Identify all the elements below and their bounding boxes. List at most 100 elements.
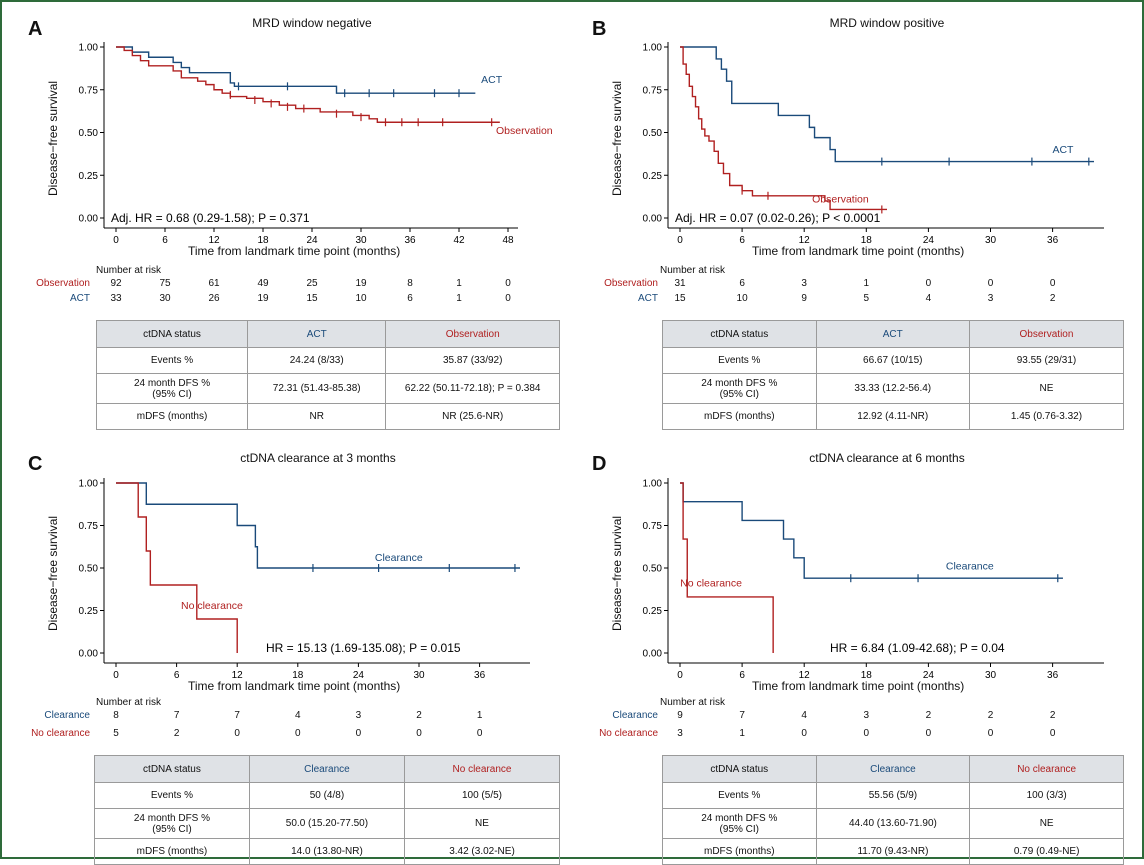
x-tick-label: 18 xyxy=(861,235,873,246)
risk-count: 1 xyxy=(456,293,462,304)
risk-count: 0 xyxy=(987,728,994,739)
risk-count: 49 xyxy=(257,278,269,289)
table-row: Events % 24.24 (8/33) 35.87 (33/92) xyxy=(95,347,560,374)
table-row: Events % 50 (4/8) 100 (5/5) xyxy=(94,782,561,809)
table-header-row: ctDNA status Clearance No clearance xyxy=(94,755,561,783)
y-tick-label: 0.00 xyxy=(79,649,99,660)
table-cell-col2: 62.22 (50.11-72.18); P = 0.384 xyxy=(385,373,560,404)
risk-count: 0 xyxy=(863,728,870,739)
table-row-label: mDFS (months) xyxy=(662,403,817,430)
table-row-label: mDFS (months) xyxy=(95,403,249,430)
risk-count: 0 xyxy=(295,728,301,739)
risk-count: 8 xyxy=(113,710,119,721)
x-tick-label: 0 xyxy=(113,235,119,246)
table-header-col1: ACT xyxy=(815,320,970,348)
x-tick-label: 6 xyxy=(162,235,168,246)
km-curve-act xyxy=(680,46,1094,163)
x-axis-label: Time from landmark time point (months) xyxy=(752,244,965,258)
x-tick-label: 30 xyxy=(985,235,997,246)
risk-count: 75 xyxy=(159,278,171,289)
risk-count: 92 xyxy=(110,278,122,289)
km-curve-clearance xyxy=(680,482,1063,579)
table-header-col2: Observation xyxy=(385,320,560,348)
risk-count: 19 xyxy=(257,293,269,304)
table-row: mDFS (months) 14.0 (13.80-NR) 3.42 (3.02-N… xyxy=(94,838,561,865)
risk-count: 19 xyxy=(355,278,367,289)
y-tick-label: 1.00 xyxy=(79,43,99,54)
x-tick-label: 18 xyxy=(292,670,304,681)
risk-count: 26 xyxy=(208,293,220,304)
table-row: 24 month DFS % (95% CI) 33.33 (12.2-56.4)… xyxy=(662,373,1125,404)
x-tick-label: 12 xyxy=(799,235,811,246)
panel-letter: C xyxy=(28,453,43,475)
risk-header: Number at risk xyxy=(660,265,726,276)
panel-a: A MRD window negative Disease−free surviva… xyxy=(0,0,560,430)
risk-count: 0 xyxy=(505,293,511,304)
km-plot: 0.00 0.25 0.50 0.75 1.00 0 6 12 18 24 30 36 Clearanc… xyxy=(643,478,1104,681)
table-header-row: ctDNA status Clearance No clearance xyxy=(662,755,1124,783)
x-tick-label: 0 xyxy=(113,670,119,681)
x-tick-label: 0 xyxy=(677,235,683,246)
table-row-label: Events % xyxy=(94,782,250,809)
risk-count: 3 xyxy=(355,710,362,721)
panel-title: MRD window positive xyxy=(829,16,945,30)
risk-count: 10 xyxy=(736,293,748,304)
x-tick-label: 6 xyxy=(739,235,745,246)
table-row: 24 month DFS % (95% CI) 50.0 (15.20-77.50… xyxy=(94,808,561,839)
risk-count: 2 xyxy=(1049,293,1056,304)
table-cell-col2: NE xyxy=(968,373,1125,404)
table-cell-col1: 72.31 (51.43-85.38) xyxy=(247,373,387,404)
x-axis-label: Time from landmark time point (months) xyxy=(752,679,965,693)
table-row: mDFS (months) 11.70 (9.43-NR) 0.79 (0.49-N… xyxy=(662,838,1124,865)
x-tick-label: 36 xyxy=(404,235,416,246)
risk-count: 10 xyxy=(355,293,367,304)
table-row: mDFS (months) 12.92 (4.11-NR) 1.45 (0.76-3… xyxy=(662,403,1125,430)
table-header-row: ctDNA status ACT Observation xyxy=(95,320,560,348)
series-label: Clearance xyxy=(946,561,994,573)
summary-table: ctDNA status ACT Observation Events % 66.67 … xyxy=(662,320,1125,430)
x-axis-label: Time from landmark time point (months) xyxy=(188,679,401,693)
table-cell-col2: 100 (5/5) xyxy=(403,782,561,809)
risk-count: 1 xyxy=(476,710,483,721)
risk-row-name: ACT xyxy=(638,293,658,304)
risk-header: Number at risk xyxy=(96,265,162,276)
y-tick-label: 0.50 xyxy=(79,564,99,575)
risk-count: 15 xyxy=(306,293,318,304)
y-tick-label: 0.75 xyxy=(643,521,663,532)
km-curve-observation xyxy=(680,46,887,211)
y-tick-label: 0.75 xyxy=(79,85,99,96)
risk-row-name: Clearance xyxy=(44,710,90,721)
table-cell-col2: 35.87 (33/92) xyxy=(385,347,560,374)
risk-count: 33 xyxy=(110,293,122,304)
table-cell-col2: 100 (3/3) xyxy=(969,782,1124,809)
table-cell-col1: 14.0 (13.80-NR) xyxy=(248,838,405,865)
risk-count: 3 xyxy=(677,728,683,739)
risk-count: 0 xyxy=(925,728,932,739)
panel-title: MRD window negative xyxy=(252,16,372,30)
risk-count: 1 xyxy=(739,728,745,739)
y-tick-label: 1.00 xyxy=(79,479,99,490)
table-row-label: 24 month DFS % (95% CI) xyxy=(95,373,249,404)
y-tick-label: 0.00 xyxy=(643,214,663,225)
risk-count: 0 xyxy=(987,278,994,289)
risk-count: 0 xyxy=(234,728,240,739)
x-tick-label: 24 xyxy=(306,235,318,246)
risk-count: 0 xyxy=(925,278,932,289)
x-tick-label: 24 xyxy=(923,670,935,681)
y-tick-label: 1.00 xyxy=(643,43,663,54)
risk-count: 3 xyxy=(987,293,994,304)
hr-annotation: Adj. HR = 0.07 (0.02-0.26); P < 0.0001 xyxy=(675,211,881,225)
risk-count: 7 xyxy=(234,710,240,721)
table-header-row: ctDNA status ACT Observation xyxy=(662,320,1125,348)
x-tick-label: 48 xyxy=(502,235,514,246)
x-tick-label: 36 xyxy=(1047,235,1059,246)
x-tick-label: 30 xyxy=(355,235,367,246)
table-header-col1: Clearance xyxy=(815,755,971,783)
risk-count: 0 xyxy=(355,728,362,739)
km-curve-no-clearance xyxy=(116,482,238,653)
table-cell-col2: NE xyxy=(403,808,561,839)
panel-title: ctDNA clearance at 3 months xyxy=(240,451,396,465)
table-row: mDFS (months) NR NR (25.6-NR) xyxy=(95,403,560,430)
hr-annotation: HR = 15.13 (1.69-135.08); P = 0.015 xyxy=(266,641,461,655)
table-header-status: ctDNA status xyxy=(95,320,249,348)
